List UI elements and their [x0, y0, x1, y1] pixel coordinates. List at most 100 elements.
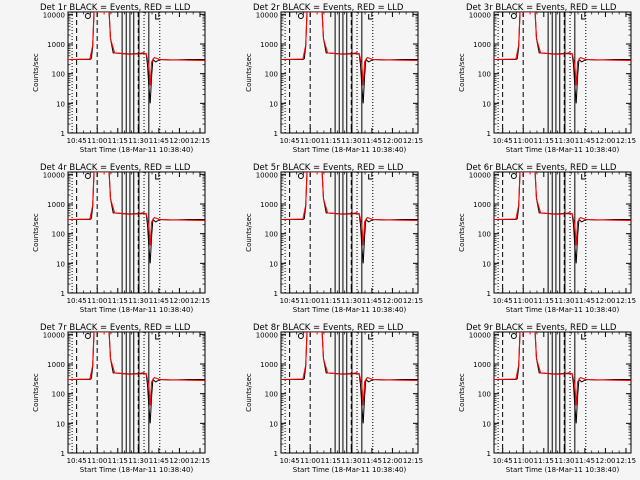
y-tick-label: 100: [265, 231, 278, 239]
x-tick-label: 11:45: [149, 137, 169, 145]
x-axis-label: Start Time (18-Mar-11 10:38:40): [293, 466, 407, 474]
top-circle-marker: [297, 333, 304, 339]
y-tick-label: 100: [478, 391, 491, 399]
y-tick-label: 10000: [43, 171, 65, 179]
chart-title: Det 8r BLACK = Events, RED = LLD: [253, 323, 404, 333]
x-tick-label: 11:15: [108, 457, 128, 465]
chart-title: Det 9r BLACK = Events, RED = LLD: [466, 323, 617, 333]
lld-series-line: [494, 332, 631, 406]
plot-frame: [493, 331, 632, 454]
x-tick-label: 12:00: [595, 137, 615, 145]
x-axis-label: Start Time (18-Mar-11 10:38:40): [293, 306, 407, 314]
plot-area: [68, 332, 205, 453]
plot-area: [494, 172, 631, 293]
x-tick-label: 11:00: [300, 297, 320, 305]
x-tick-label: 10:45: [67, 137, 87, 145]
y-tick-label: 1000: [260, 41, 278, 49]
top-bracket-marker: [368, 334, 373, 340]
plot-area: [494, 12, 631, 133]
y-tick-label: 1000: [473, 201, 491, 209]
lld-series-line: [281, 12, 418, 86]
x-tick-label: 11:45: [362, 457, 382, 465]
x-tick-label: 11:00: [87, 297, 107, 305]
x-tick-label: 11:15: [108, 137, 128, 145]
x-tick-label: 11:00: [300, 137, 320, 145]
y-tick-label: 1: [61, 290, 65, 298]
chart-title: Det 3r BLACK = Events, RED = LLD: [466, 3, 617, 13]
x-tick-label: 10:45: [280, 457, 300, 465]
y-tick-label: 1: [274, 130, 278, 138]
x-tick-label: 10:45: [67, 457, 87, 465]
plot-frame: [67, 171, 206, 294]
x-tick-label: 11:45: [149, 457, 169, 465]
lld-series-line: [494, 172, 631, 246]
x-tick-label: 11:30: [128, 297, 148, 305]
plot-frame: [280, 331, 419, 454]
y-tick-label: 1: [487, 450, 491, 458]
y-tick-label: 1000: [260, 361, 278, 369]
x-tick-label: 11:30: [128, 457, 148, 465]
x-tick-label: 11:15: [321, 457, 341, 465]
x-tick-label: 12:15: [616, 137, 636, 145]
y-tick-label: 10000: [256, 331, 278, 339]
plot-area: [281, 172, 418, 293]
x-tick-label: 11:45: [575, 457, 595, 465]
y-tick-label: 1000: [473, 361, 491, 369]
x-tick-label: 11:45: [362, 297, 382, 305]
y-axis-label: Counts/sec: [458, 53, 466, 92]
y-tick-label: 1000: [473, 41, 491, 49]
plot-frame: [67, 331, 206, 454]
top-circle-marker: [84, 333, 91, 339]
x-tick-label: 11:30: [554, 297, 574, 305]
y-axis-label: Counts/sec: [245, 213, 253, 252]
top-circle-marker: [297, 13, 304, 19]
x-axis-label: Start Time (18-Mar-11 10:38:40): [293, 146, 407, 154]
chart-panel-8: Det 8r BLACK = Events, RED = LLD 1 10 100 10…: [245, 323, 423, 474]
y-tick-label: 10000: [256, 171, 278, 179]
y-tick-label: 10000: [469, 331, 491, 339]
top-circle-marker: [510, 333, 517, 339]
y-axis-label: Counts/sec: [32, 53, 40, 92]
y-tick-label: 10000: [43, 11, 65, 19]
x-tick-label: 12:00: [169, 297, 189, 305]
chart-title: Det 6r BLACK = Events, RED = LLD: [466, 163, 617, 173]
x-tick-label: 11:00: [513, 137, 533, 145]
chart-panel-3: Det 3r BLACK = Events, RED = LLD 1 10 100 10…: [458, 3, 636, 154]
x-tick-label: 12:00: [595, 297, 615, 305]
x-tick-label: 11:30: [341, 137, 361, 145]
chart-panel-1: Det 1r BLACK = Events, RED = LLD 1 10 100 10…: [32, 3, 210, 154]
y-tick-label: 10: [56, 260, 65, 268]
x-tick-label: 11:00: [87, 457, 107, 465]
y-tick-label: 10: [482, 420, 491, 428]
lld-series-line: [281, 172, 418, 246]
y-tick-label: 1: [61, 130, 65, 138]
y-tick-label: 10: [56, 100, 65, 108]
x-tick-label: 11:30: [128, 137, 148, 145]
x-tick-label: 10:45: [493, 457, 513, 465]
x-tick-label: 10:45: [67, 297, 87, 305]
x-tick-label: 11:30: [554, 137, 574, 145]
y-tick-label: 100: [265, 391, 278, 399]
x-tick-label: 10:45: [493, 297, 513, 305]
y-axis-label: Counts/sec: [32, 213, 40, 252]
x-tick-label: 11:45: [362, 137, 382, 145]
plot-frame: [67, 11, 206, 134]
y-tick-label: 100: [478, 71, 491, 79]
top-bracket-marker: [155, 174, 160, 180]
y-tick-label: 1000: [260, 201, 278, 209]
x-tick-label: 12:15: [403, 297, 423, 305]
plot-area: [494, 332, 631, 453]
top-bracket-marker: [155, 14, 160, 20]
y-tick-label: 10: [482, 260, 491, 268]
y-tick-label: 10: [269, 100, 278, 108]
y-tick-label: 1000: [47, 201, 65, 209]
lld-series-line: [68, 172, 205, 246]
top-bracket-marker: [581, 14, 586, 20]
x-axis-label: Start Time (18-Mar-11 10:38:40): [506, 146, 620, 154]
x-tick-label: 11:15: [321, 137, 341, 145]
plot-area: [281, 12, 418, 133]
y-tick-label: 10000: [469, 11, 491, 19]
plot-frame: [280, 11, 419, 134]
